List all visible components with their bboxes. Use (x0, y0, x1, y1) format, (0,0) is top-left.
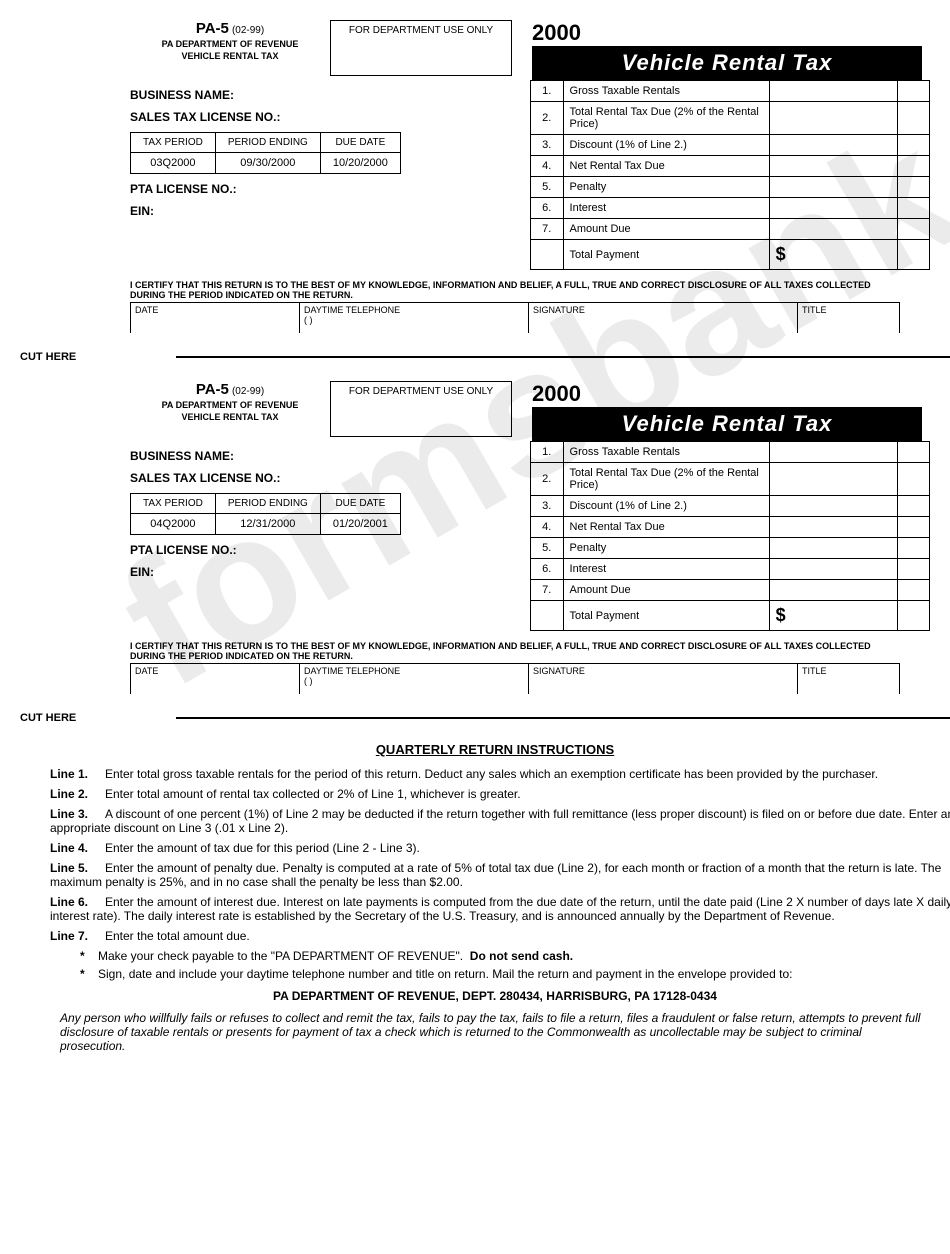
cut-here: CUT HERE (20, 712, 76, 724)
cut-here: CUT HERE (20, 351, 76, 363)
business-name-label: BUSINESS NAME: (130, 88, 510, 102)
form-rev: (02-99) (232, 25, 264, 36)
certification: I CERTIFY THAT THIS RETURN IS TO THE BES… (130, 280, 900, 300)
instr-line-4: Line 4.Enter the amount of tax due for t… (50, 841, 950, 855)
signature-row: DATE DAYTIME TELEPHONE( ) SIGNATURE TITL… (130, 663, 900, 694)
bullet-2: * Sign, date and include your daytime te… (80, 967, 950, 981)
instr-line-2: Line 2.Enter total amount of rental tax … (50, 787, 950, 801)
tax-year: 2000 (532, 20, 922, 46)
ein-label: EIN: (130, 565, 510, 579)
form-id: PA-5 (196, 381, 229, 398)
dept-line1: PA DEPARTMENT OF REVENUE (130, 400, 330, 410)
instr-line-6: Line 6.Enter the amount of interest due.… (50, 895, 950, 923)
signature-row: DATE DAYTIME TELEPHONE( ) SIGNATURE TITL… (130, 302, 900, 333)
period-table: TAX PERIODPERIOD ENDINGDUE DATE 04Q20001… (130, 493, 401, 535)
disclaimer: Any person who willfully fails or refuse… (60, 1011, 930, 1053)
lines-table: 1.Gross Taxable Rentals 2.Total Rental T… (530, 441, 930, 631)
instr-line-7: Line 7.Enter the total amount due. (50, 929, 950, 943)
certification: I CERTIFY THAT THIS RETURN IS TO THE BES… (130, 641, 900, 661)
sales-tax-label: SALES TAX LICENSE NO.: (130, 471, 510, 485)
dept-line2: VEHICLE RENTAL TAX (130, 412, 330, 422)
dept-line1: PA DEPARTMENT OF REVENUE (130, 39, 330, 49)
mailing-address: PA DEPARTMENT OF REVENUE, DEPT. 280434, … (20, 989, 950, 1003)
bullet-1: * Make your check payable to the "PA DEP… (80, 949, 950, 963)
dept-use-box: FOR DEPARTMENT USE ONLY (330, 381, 512, 437)
ein-label: EIN: (130, 204, 510, 218)
form-rev: (02-99) (232, 386, 264, 397)
dept-use-box: FOR DEPARTMENT USE ONLY (330, 20, 512, 76)
instr-line-5: Line 5.Enter the amount of penalty due. … (50, 861, 950, 889)
dept-line2: VEHICLE RENTAL TAX (130, 51, 330, 61)
pta-label: PTA LICENSE NO.: (130, 543, 510, 557)
period-table: TAX PERIODPERIOD ENDINGDUE DATE 03Q20000… (130, 132, 401, 174)
tax-year: 2000 (532, 381, 922, 407)
form-id: PA-5 (196, 20, 229, 37)
instr-line-3: Line 3.A discount of one percent (1%) of… (50, 807, 950, 835)
instructions-title: QUARTERLY RETURN INSTRUCTIONS (20, 742, 950, 757)
business-name-label: BUSINESS NAME: (130, 449, 510, 463)
pta-label: PTA LICENSE NO.: (130, 182, 510, 196)
sales-tax-label: SALES TAX LICENSE NO.: (130, 110, 510, 124)
instr-line-1: Line 1.Enter total gross taxable rentals… (50, 767, 950, 781)
form-title: Vehicle Rental Tax (532, 407, 922, 441)
form-title: Vehicle Rental Tax (532, 46, 922, 80)
lines-table: 1.Gross Taxable Rentals 2.Total Rental T… (530, 80, 930, 270)
